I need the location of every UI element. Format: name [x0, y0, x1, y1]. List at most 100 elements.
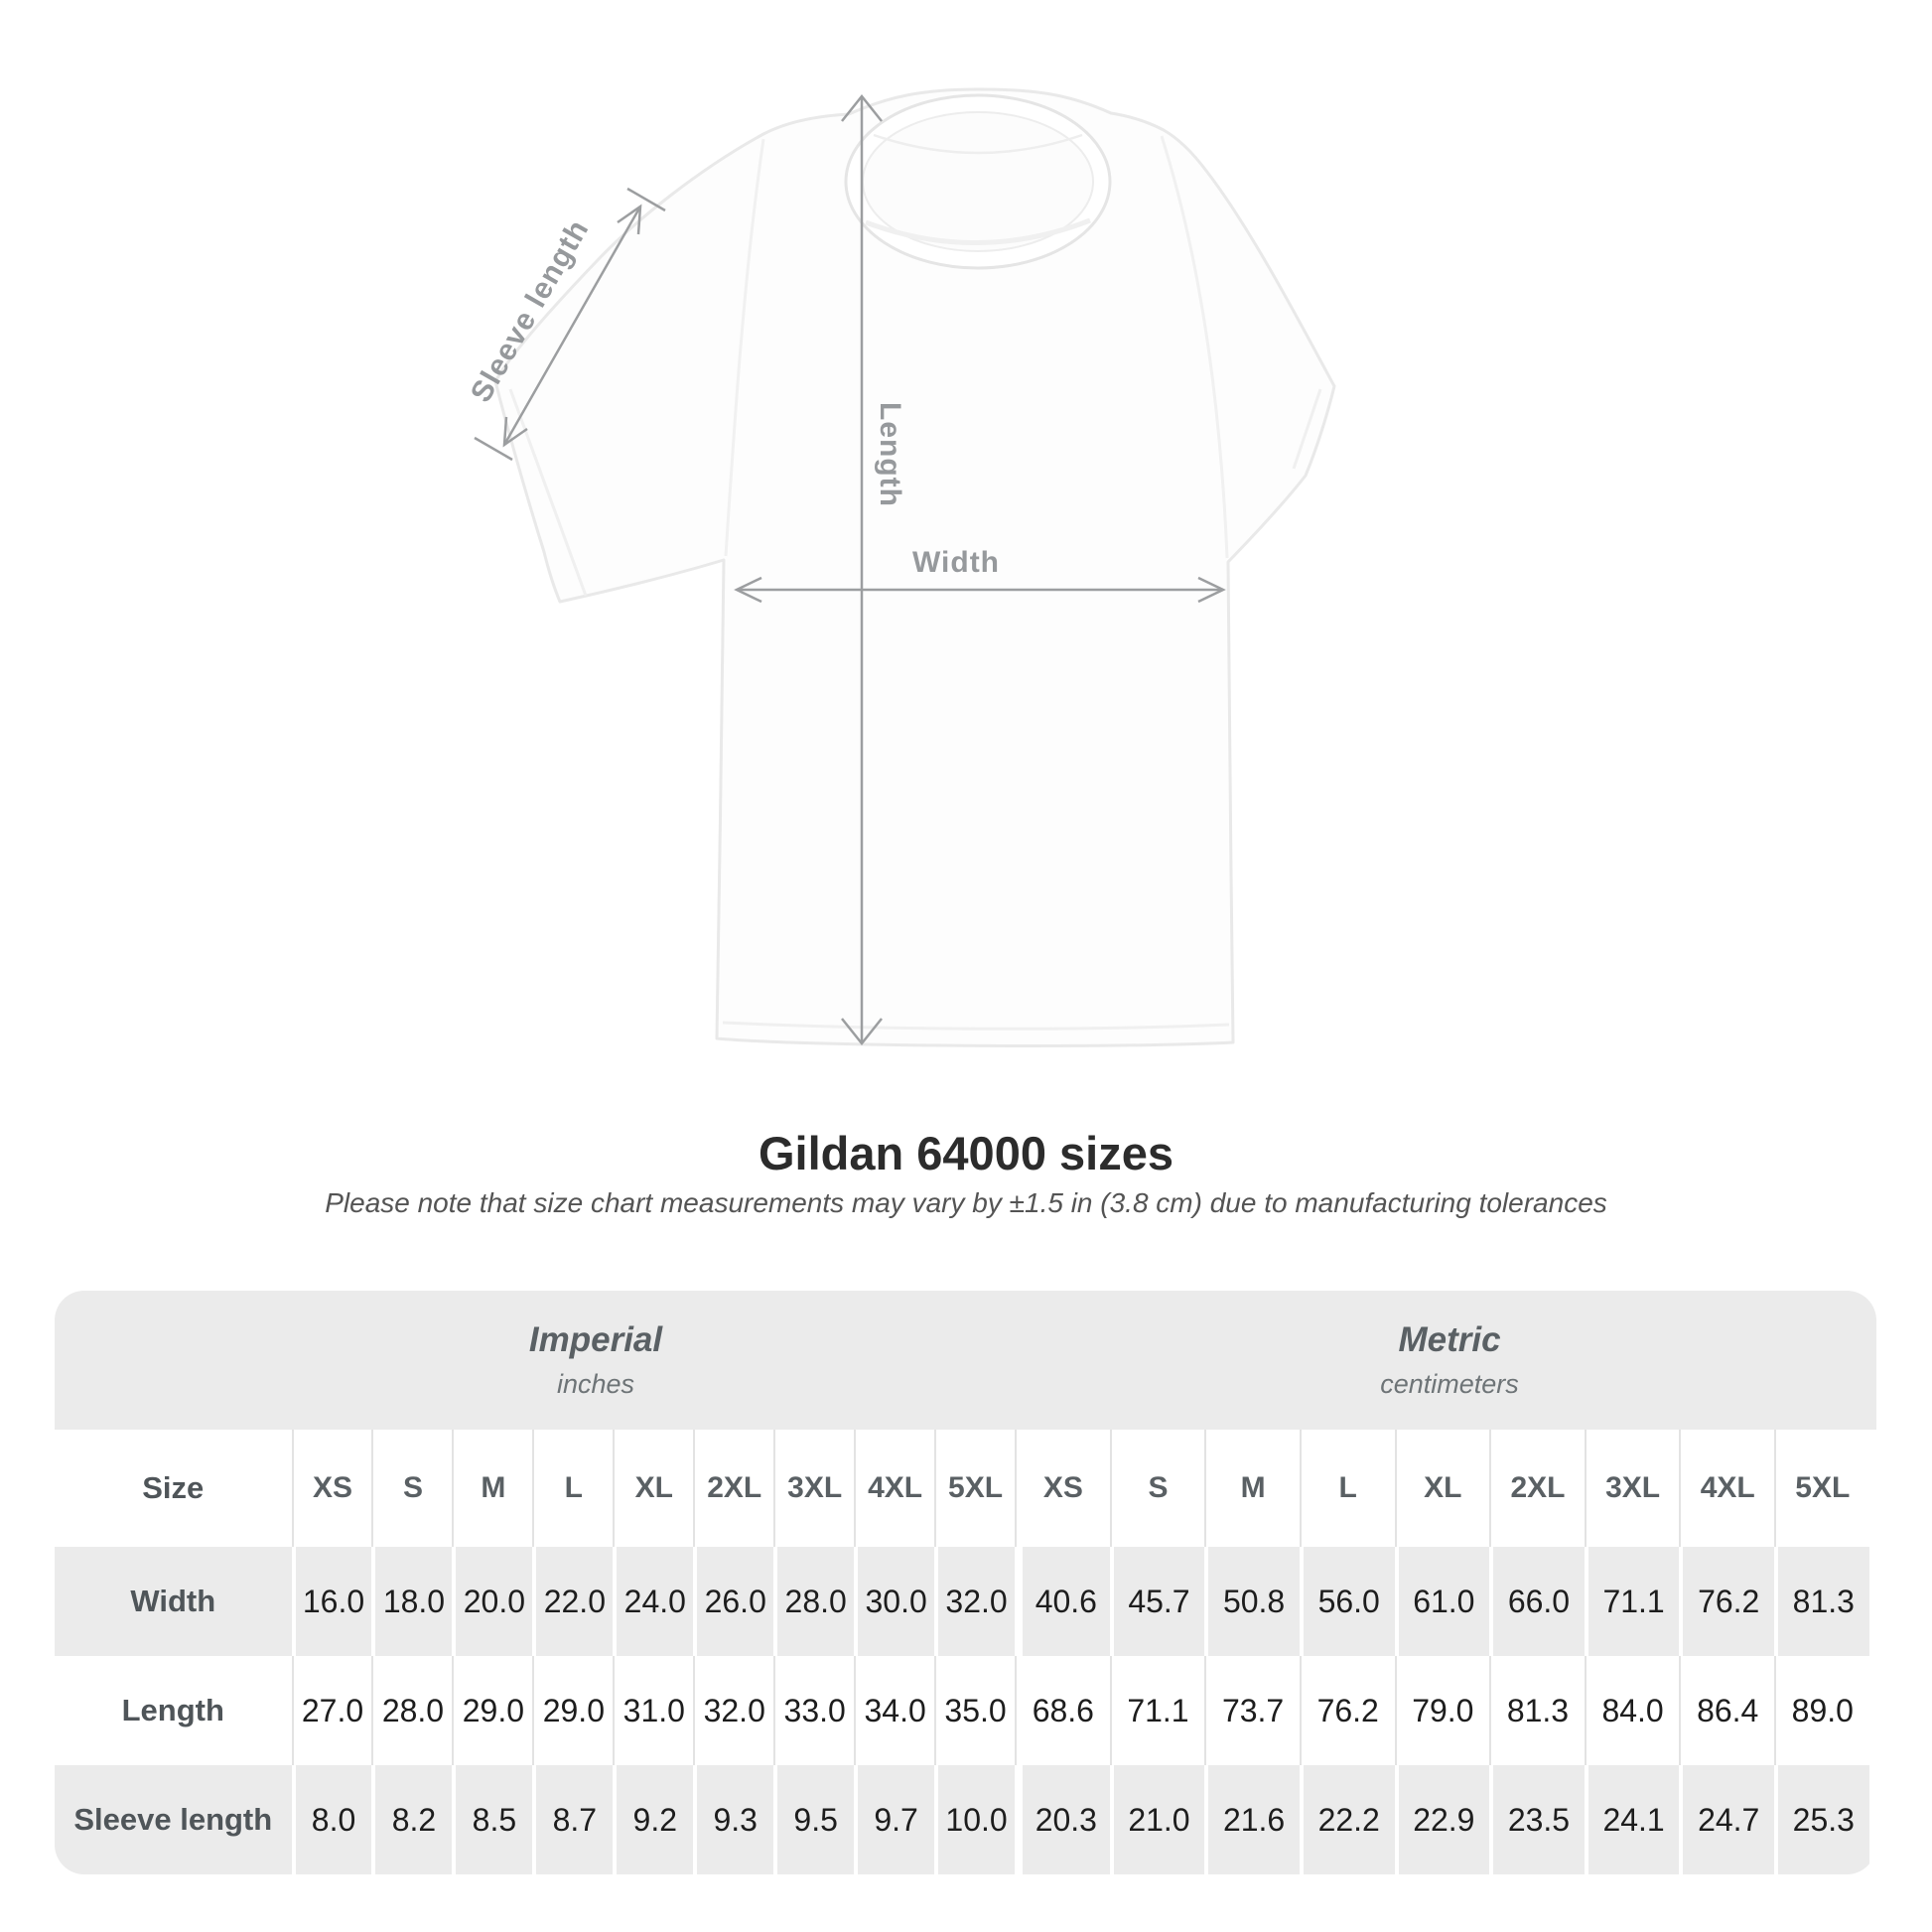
table-cell: 9.5	[773, 1765, 855, 1874]
width-metric-values: 40.6 45.7 50.8 56.0 61.0 66.0 71.1 76.2 81.3	[1015, 1547, 1869, 1656]
table-cell: 20.3	[1015, 1765, 1110, 1874]
table-cell: 8.2	[371, 1765, 453, 1874]
length-imperial-values: 27.0 28.0 29.0 29.0 31.0 32.0 33.0 34.0 35.0	[291, 1656, 1015, 1765]
table-cell: 73.7	[1204, 1656, 1300, 1765]
table-cell: 2XL	[693, 1430, 773, 1547]
table-cell: 28.0	[773, 1547, 855, 1656]
table-cell: 30.0	[854, 1547, 935, 1656]
table-cell: 21.0	[1109, 1765, 1205, 1874]
table-cell: 35.0	[934, 1656, 1015, 1765]
table-cell: 25.3	[1774, 1765, 1869, 1874]
table-cell: M	[452, 1430, 532, 1547]
table-cell: XS	[1015, 1430, 1110, 1547]
size-column-header: Size	[142, 1470, 205, 1505]
width-label: Width	[912, 546, 1000, 579]
table-cell: 22.0	[532, 1547, 614, 1656]
tshirt-measurement-diagram: Sleeve length Length Width	[465, 87, 1336, 1047]
table-cell: 24.0	[613, 1547, 694, 1656]
imperial-header: Imperial inches	[529, 1320, 662, 1400]
table-cell: 2XL	[1489, 1430, 1585, 1547]
table-cell: 16.0	[291, 1547, 372, 1656]
table-cell: 9.2	[613, 1765, 694, 1874]
table-cell: 4XL	[854, 1430, 934, 1547]
table-cell: 45.7	[1109, 1547, 1205, 1656]
table-cell: 26.0	[693, 1547, 774, 1656]
sleeve-metric-values: 20.3 21.0 21.6 22.2 22.9 23.5 24.1 24.7 25.3	[1015, 1765, 1869, 1874]
table-cell: 76.2	[1679, 1547, 1775, 1656]
table-cell: 5XL	[934, 1430, 1015, 1547]
length-label: Length	[874, 402, 906, 507]
table-cell: L	[532, 1430, 613, 1547]
page-title: Gildan 64000 sizes	[758, 1127, 1174, 1179]
table-cell: 24.7	[1679, 1765, 1775, 1874]
table-cell: 79.0	[1394, 1656, 1490, 1765]
imperial-unit: inches	[556, 1369, 635, 1399]
table-cell: 86.4	[1679, 1656, 1774, 1765]
table-cell: 32.0	[693, 1656, 773, 1765]
table-cell: 29.0	[532, 1656, 613, 1765]
table-cell: L	[1299, 1430, 1395, 1547]
table-cell: 33.0	[773, 1656, 854, 1765]
unit-header-band: Imperial inches Metric centimeters	[55, 1291, 1876, 1430]
table-cell: 81.3	[1774, 1547, 1869, 1656]
table-cell: 27.0	[291, 1656, 372, 1765]
table-cell: 32.0	[934, 1547, 1016, 1656]
table-cell: XL	[613, 1430, 693, 1547]
row-label: Sleeve length	[55, 1765, 292, 1874]
table-cell: 31.0	[613, 1656, 693, 1765]
table-cell: 3XL	[773, 1430, 854, 1547]
length-measurement-arrow	[841, 93, 883, 1046]
table-cell: 89.0	[1774, 1656, 1869, 1765]
table-cell: 66.0	[1489, 1547, 1585, 1656]
table-cell: XS	[291, 1430, 372, 1547]
table-row-sleeve-length: Sleeve length 8.0 8.2 8.5 8.7 9.2 9.3 9.5 9.7 10…	[55, 1765, 1876, 1874]
row-label: Length	[121, 1693, 224, 1727]
table-cell: 9.7	[854, 1765, 935, 1874]
imperial-size-headers: XS S M L XL 2XL 3XL 4XL 5XL	[291, 1430, 1015, 1547]
table-cell: 84.0	[1584, 1656, 1680, 1765]
table-cell: 10.0	[934, 1765, 1016, 1874]
sleeve-imperial-values: 8.0 8.2 8.5 8.7 9.2 9.3 9.5 9.7 10.0	[291, 1765, 1016, 1874]
table-row-width: Width 16.0 18.0 20.0 22.0 24.0 26.0 28.0 30.0 32…	[55, 1547, 1876, 1656]
table-cell: 24.1	[1584, 1765, 1680, 1874]
table-cell: 29.0	[452, 1656, 532, 1765]
table-cell: M	[1204, 1430, 1300, 1547]
table-row-length: Length 27.0 28.0 29.0 29.0 31.0 32.0 33.0 34.0 3…	[55, 1656, 1876, 1765]
table-cell: 76.2	[1299, 1656, 1395, 1765]
table-cell: S	[371, 1430, 452, 1547]
table-cell: S	[1109, 1430, 1205, 1547]
metric-unit: centimeters	[1380, 1369, 1519, 1399]
table-cell: 71.1	[1109, 1656, 1205, 1765]
table-cell: 8.0	[291, 1765, 372, 1874]
table-cell: 4XL	[1679, 1430, 1774, 1547]
length-metric-values: 68.6 71.1 73.7 76.2 79.0 81.3 84.0 86.4 89.0	[1015, 1656, 1869, 1765]
table-cell: 68.6	[1015, 1656, 1110, 1765]
metric-header: Metric centimeters	[1380, 1320, 1519, 1400]
table-cell: 5XL	[1774, 1430, 1869, 1547]
row-label: Width	[55, 1547, 292, 1656]
table-cell: 3XL	[1584, 1430, 1680, 1547]
tolerance-note: Please note that size chart measurements…	[325, 1187, 1607, 1218]
table-cell: 22.2	[1299, 1765, 1395, 1874]
size-table: Imperial inches Metric centimeters Size …	[55, 1291, 1876, 1874]
table-cell: 23.5	[1489, 1765, 1585, 1874]
table-cell: 22.9	[1394, 1765, 1490, 1874]
table-cell: 56.0	[1299, 1547, 1395, 1656]
table-cell: 34.0	[854, 1656, 934, 1765]
width-imperial-values: 16.0 18.0 20.0 22.0 24.0 26.0 28.0 30.0 32.0	[291, 1547, 1016, 1656]
table-cell: 9.3	[693, 1765, 774, 1874]
collar	[844, 93, 1112, 270]
table-cell: 18.0	[371, 1547, 453, 1656]
table-cell: 21.6	[1204, 1765, 1300, 1874]
table-cell: 61.0	[1394, 1547, 1490, 1656]
table-cell: XL	[1394, 1430, 1490, 1547]
table-cell: 81.3	[1489, 1656, 1585, 1765]
metric-size-headers: XS S M L XL 2XL 3XL 4XL 5XL	[1015, 1430, 1869, 1547]
table-cell: 40.6	[1015, 1547, 1110, 1656]
size-header-row: Size XS S M L XL 2XL 3XL 4XL 5XL XS S M L XL 2XL 3XL 4X…	[55, 1430, 1876, 1547]
table-cell: 71.1	[1584, 1547, 1680, 1656]
tshirt-silhouette	[493, 87, 1336, 1047]
table-cell: 50.8	[1204, 1547, 1300, 1656]
table-cell: 28.0	[371, 1656, 452, 1765]
